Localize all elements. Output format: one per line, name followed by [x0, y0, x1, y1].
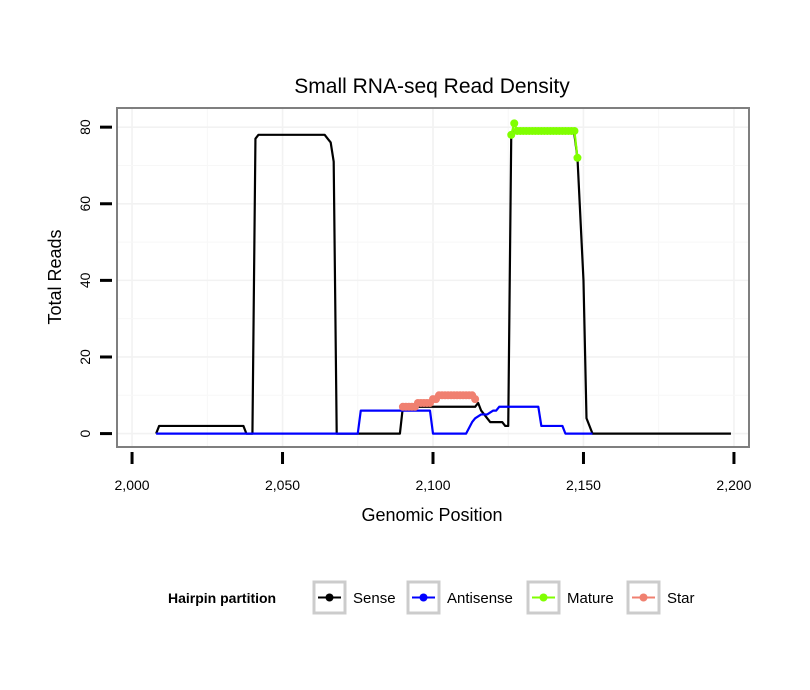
y-tick-label: 40	[77, 272, 93, 288]
chart-title: Small RNA-seq Read Density	[294, 75, 570, 98]
y-tick-label: 0	[77, 429, 93, 437]
series-line-antisense	[156, 405, 593, 435]
x-axis-label: Genomic Position	[361, 505, 502, 525]
axes: 2,000 2,050 2,100 2,150 2,200 0 20 40 60 80	[77, 119, 752, 493]
legend-marker-antisense	[419, 593, 428, 602]
y-axis-label: Total Reads	[45, 229, 65, 324]
data-point-mature	[507, 130, 516, 139]
x-tick-label: 2,050	[265, 477, 300, 493]
x-tick-label: 2,200	[716, 477, 751, 493]
legend-label-sense: Sense	[353, 590, 396, 607]
data-point-mature	[510, 119, 519, 128]
data-point-star	[471, 395, 480, 404]
legend-label-mature: Mature	[567, 590, 614, 607]
data-point-mature	[570, 126, 579, 135]
legend-title: Hairpin partition	[168, 590, 276, 606]
legend-marker-star	[639, 593, 648, 602]
y-tick-label: 20	[77, 349, 93, 365]
x-tick-label: 2,000	[115, 477, 150, 493]
legend-label-antisense: Antisense	[447, 590, 513, 607]
y-tick-label: 60	[77, 196, 93, 212]
data-point-mature	[573, 153, 582, 162]
legend-marker-sense	[325, 593, 334, 602]
series-layer	[155, 119, 731, 435]
x-tick-label: 2,100	[415, 477, 450, 493]
x-tick-label: 2,150	[566, 477, 601, 493]
legend-label-star: Star	[667, 590, 695, 607]
legend-marker-mature	[539, 593, 548, 602]
legend: Hairpin partition Sense Antisense Mature St…	[168, 580, 695, 615]
y-tick-label: 80	[77, 119, 93, 135]
